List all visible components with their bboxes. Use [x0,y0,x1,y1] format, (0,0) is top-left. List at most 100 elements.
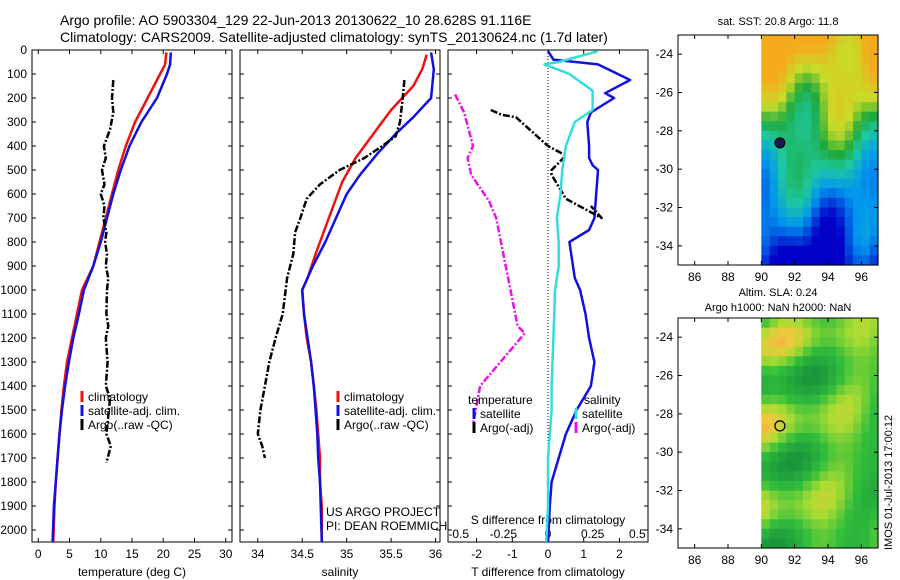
map-cell [819,480,829,492]
map-cell [778,207,787,218]
y-tick-label: 1300 [0,355,27,369]
map-cell [828,140,837,151]
y-tick-label: 0 [20,43,27,57]
map-cell [803,490,812,501]
map-cell [828,35,837,46]
y-tick-label: 1500 [0,403,27,417]
map-cell [786,480,796,492]
map-cell [778,413,787,424]
map-cell [794,92,804,103]
map-cell [819,365,829,377]
map-cell [828,490,837,501]
map-cell [803,480,812,492]
map-cell [844,519,854,530]
map-cell [869,255,879,266]
map-cell [869,318,879,329]
map-cell [828,423,837,434]
map-cell [844,217,854,228]
map-cell [844,528,854,539]
map-cell [786,433,796,444]
map-cell [836,452,846,463]
map-cell [794,519,804,530]
map-cell [769,509,779,520]
map-cell [836,102,846,113]
map-cell [794,150,804,161]
map-cell [769,423,779,434]
map-cell [844,255,854,266]
map-cell [828,197,837,209]
map-cell [811,442,821,453]
map-cell [828,150,837,161]
map-cell [844,385,854,396]
series-line-climatology [300,54,428,542]
map-cell [861,188,871,199]
map-cell [861,490,871,501]
x-tick-label: 88 [721,553,735,567]
series-line-temperature-argo-adj- [490,108,603,220]
map-cell [853,197,862,209]
map-cell [811,433,821,444]
y-tick-label: -30 [656,162,674,176]
map-cell [778,226,787,237]
map-cell [769,197,779,209]
map-cell [803,461,812,472]
map-cell [778,327,787,338]
map-cell [794,226,804,237]
map-cell [836,346,846,357]
map-cell [844,442,854,453]
map-cell [778,423,787,434]
map-cell [869,92,879,103]
x-tick-label: 96 [855,270,869,284]
map-cell [836,207,846,218]
map-cell [844,197,854,209]
map-cell [786,217,796,228]
map-cell [861,82,871,94]
map-cell [828,92,837,103]
map-cell [861,150,871,161]
map-cell [869,480,879,492]
map-cell [828,385,837,396]
map-cell [853,337,862,348]
map-cell [794,375,804,386]
y-tick-label: -28 [656,124,674,138]
map-cell [869,236,879,247]
map-cell [861,102,871,113]
map-cell [828,528,837,539]
map-cell [803,500,812,511]
map-cell [786,356,796,367]
map-cell [869,44,879,55]
map-cell [869,327,879,338]
map-cell [786,385,796,396]
legend-label: Argo(-adj) [480,421,533,435]
map-cell [786,318,796,329]
map-cell [786,500,796,511]
map-cell [811,178,821,189]
title-line-2: Climatology: CARS2009. Satellite-adjuste… [60,29,608,45]
map-cell [853,236,862,247]
map-cell [794,169,804,180]
legend-header-salinity: salinity [584,393,621,407]
map-cell [778,255,787,266]
map-cell [803,197,812,209]
map-cell [761,318,771,329]
map-cell [769,356,779,367]
map-cell [836,404,846,415]
map-title: sat. SST: 20.8 Argo: 11.8 [718,16,839,28]
map-cell [828,188,837,199]
map-cell [803,111,812,122]
map-cell [786,121,796,132]
map-cell [844,226,854,237]
map-cell [811,226,821,237]
map-cell [761,140,771,151]
map-cell [778,188,787,199]
map-cell [811,111,821,122]
map-cell [794,423,804,434]
map-cell [803,385,812,396]
salinity-x-tick-label: -0.5 [448,527,469,541]
argo-position-marker [774,137,786,149]
map-cell [819,217,829,228]
map-cell [778,92,787,103]
map-cell [861,394,871,405]
map-cell [869,509,879,520]
map-cell [828,442,837,453]
